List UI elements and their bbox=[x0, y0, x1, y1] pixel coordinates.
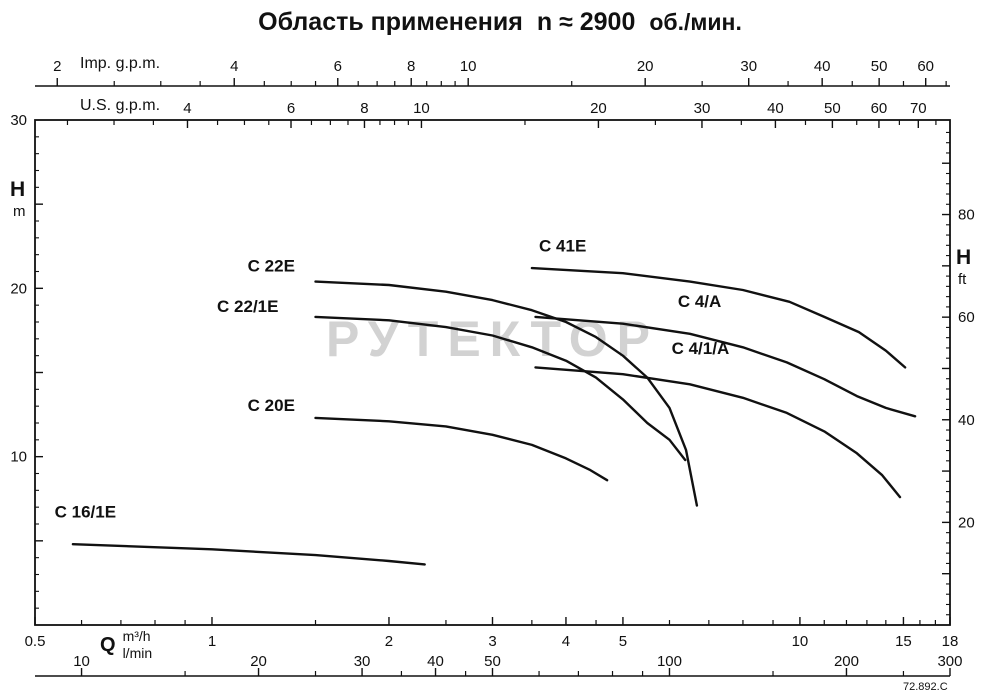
svg-text:2: 2 bbox=[53, 58, 61, 75]
svg-text:100: 100 bbox=[657, 653, 682, 670]
svg-text:200: 200 bbox=[834, 653, 859, 670]
left-axis-h-label: H bbox=[10, 178, 26, 201]
svg-text:300: 300 bbox=[937, 653, 962, 670]
flow-units: m³/h l/min bbox=[123, 628, 153, 662]
title-speed-unit: об./мин. bbox=[649, 9, 742, 35]
left-axis-m-unit: m bbox=[13, 203, 26, 220]
svg-text:C 4/A: C 4/A bbox=[678, 292, 721, 311]
svg-text:15: 15 bbox=[895, 633, 912, 650]
svg-text:60: 60 bbox=[917, 58, 934, 75]
svg-text:50: 50 bbox=[871, 58, 888, 75]
svg-text:20: 20 bbox=[590, 100, 607, 117]
svg-text:70: 70 bbox=[910, 100, 927, 117]
svg-text:30: 30 bbox=[10, 112, 27, 129]
svg-text:10: 10 bbox=[413, 100, 430, 117]
svg-text:C 22/1E: C 22/1E bbox=[217, 297, 278, 316]
svg-text:80: 80 bbox=[958, 207, 975, 224]
svg-text:0.5: 0.5 bbox=[25, 633, 46, 650]
svg-text:50: 50 bbox=[824, 100, 841, 117]
svg-text:1: 1 bbox=[208, 633, 216, 650]
m3h-unit-label: m³/h bbox=[122, 628, 151, 644]
svg-text:18: 18 bbox=[942, 633, 959, 650]
svg-text:40: 40 bbox=[814, 58, 831, 75]
svg-text:6: 6 bbox=[334, 58, 342, 75]
svg-text:10: 10 bbox=[460, 58, 477, 75]
svg-text:30: 30 bbox=[354, 653, 371, 670]
svg-text:C 20E: C 20E bbox=[248, 396, 295, 415]
svg-text:3: 3 bbox=[488, 633, 496, 650]
imp-gpm-axis-label: Imp. g.p.m. bbox=[80, 55, 161, 72]
flow-axis-label-block: Q m³/h l/min bbox=[100, 628, 152, 662]
svg-text:8: 8 bbox=[407, 58, 415, 75]
svg-text:10: 10 bbox=[792, 633, 809, 650]
svg-text:C 4/1/A: C 4/1/A bbox=[672, 339, 730, 358]
svg-text:4: 4 bbox=[230, 58, 238, 75]
svg-text:4: 4 bbox=[562, 633, 570, 650]
right-axis-h-label: H bbox=[956, 246, 972, 269]
svg-text:50: 50 bbox=[484, 653, 501, 670]
svg-text:C 41E: C 41E bbox=[539, 236, 586, 255]
svg-text:5: 5 bbox=[619, 633, 627, 650]
svg-text:4: 4 bbox=[183, 100, 191, 117]
svg-text:60: 60 bbox=[958, 309, 975, 326]
right-axis-ft-unit: ft bbox=[958, 271, 967, 288]
svg-text:40: 40 bbox=[767, 100, 784, 117]
svg-text:20: 20 bbox=[10, 280, 27, 297]
svg-text:C 22E: C 22E bbox=[248, 257, 295, 276]
svg-text:40: 40 bbox=[427, 653, 444, 670]
svg-text:20: 20 bbox=[637, 58, 654, 75]
us-gpm-axis-label: U.S. g.p.m. bbox=[80, 97, 161, 114]
svg-text:20: 20 bbox=[958, 514, 975, 531]
title-speed: n ≈ 2900 bbox=[536, 8, 636, 36]
svg-text:30: 30 bbox=[694, 100, 711, 117]
svg-text:C 16/1E: C 16/1E bbox=[55, 502, 116, 521]
title-main: Область применения bbox=[258, 8, 523, 36]
svg-text:40: 40 bbox=[958, 412, 975, 429]
svg-text:10: 10 bbox=[10, 449, 27, 466]
svg-text:2: 2 bbox=[385, 633, 393, 650]
lmin-unit-label: l/min bbox=[122, 645, 153, 661]
q-axis-label: Q bbox=[100, 633, 116, 656]
svg-text:6: 6 bbox=[287, 100, 295, 117]
svg-text:30: 30 bbox=[740, 58, 757, 75]
chart-title: Область применения n ≈ 2900 об./мин. bbox=[0, 8, 1000, 37]
svg-text:10: 10 bbox=[73, 653, 90, 670]
document-number: 72.892.C bbox=[903, 681, 948, 693]
svg-text:20: 20 bbox=[250, 653, 267, 670]
svg-text:8: 8 bbox=[360, 100, 368, 117]
svg-text:60: 60 bbox=[871, 100, 888, 117]
